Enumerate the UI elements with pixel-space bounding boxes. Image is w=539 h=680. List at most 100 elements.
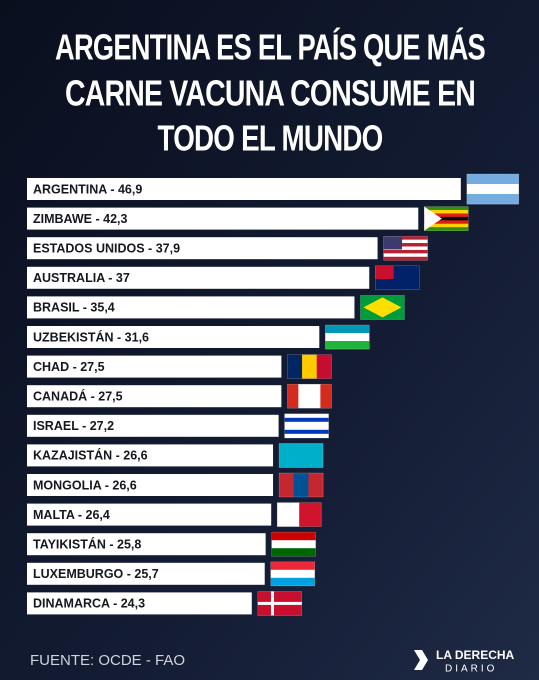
flag-part (466, 194, 519, 205)
flag-part (279, 443, 324, 468)
flag (278, 472, 324, 498)
flag-border (360, 295, 405, 320)
flag-part (383, 236, 403, 250)
flag-part (424, 227, 469, 231)
flag (325, 324, 370, 350)
flag-part (383, 253, 428, 258)
bar-label: TAYIKISTÁN - 25,8 (33, 536, 141, 551)
flag-part (325, 341, 370, 350)
bar-label: LUXEMBURGO - 25,7 (33, 567, 159, 581)
flag (287, 354, 332, 379)
bar-label: ISRAEL - 27,2 (33, 419, 114, 433)
chart-title: CARNE VACUNA CONSUME EN (65, 73, 475, 114)
flag-border (278, 472, 324, 498)
bar-label: ARGENTINA - 46,9 (33, 182, 142, 196)
bar (27, 414, 279, 437)
flag-part (284, 429, 329, 435)
bar (27, 266, 370, 289)
flag-border (325, 324, 370, 350)
flag-part (363, 297, 402, 318)
flag-part (284, 421, 329, 427)
flag-part (383, 236, 428, 240)
flag-part (424, 206, 442, 231)
flag-part (271, 532, 316, 541)
flag (466, 173, 520, 205)
bar-label: MONGOLIA - 26,6 (33, 478, 137, 492)
flag (375, 265, 420, 291)
flag-border (284, 413, 329, 439)
bar (27, 592, 252, 615)
flag (276, 502, 322, 527)
flag-part (257, 601, 302, 605)
flag-part (375, 265, 394, 279)
bar-label: BRASIL - 35,4 (33, 301, 115, 315)
bar-label: AUSTRALIA - 37 (33, 271, 130, 285)
flag-border (287, 354, 332, 379)
flag-part (466, 174, 519, 185)
flag-part (383, 256, 428, 261)
bar-label: UZBEKISTÁN - 31,6 (33, 329, 149, 344)
flag-border (278, 443, 324, 468)
flag (278, 443, 324, 468)
bar (27, 474, 274, 496)
bar-label: DINAMARCA - 24,3 (33, 597, 145, 611)
flag-part (284, 425, 329, 431)
flag-part (271, 548, 316, 557)
chart-title: ARGENTINA ES EL PAÍS QUE MÁS (55, 27, 485, 68)
flag-part (466, 184, 519, 195)
flag-part (424, 210, 469, 214)
flag-part (284, 433, 329, 439)
flag-part (383, 249, 428, 254)
flag-border (276, 502, 322, 527)
flag-part (383, 246, 428, 251)
flag-border (466, 173, 520, 205)
bar-label: CANADÁ - 27,5 (33, 388, 123, 403)
flag-part (424, 206, 469, 211)
bar (27, 326, 320, 348)
flag-part (424, 223, 469, 228)
bar (27, 385, 282, 408)
flag-border (270, 561, 315, 587)
bar (27, 355, 282, 378)
flag (270, 561, 315, 587)
flag-border (257, 591, 303, 616)
bar (27, 562, 265, 585)
flag-part (293, 473, 309, 497)
flag-border (424, 206, 469, 231)
chart-title: TODO EL MUNDO (158, 118, 383, 159)
bar-label: ZIMBAWE - 42,3 (33, 212, 128, 226)
bar (27, 207, 419, 230)
flag (257, 591, 303, 616)
flag-part (424, 213, 469, 218)
logo-text: DIARIO (445, 664, 497, 675)
flag (383, 235, 428, 261)
flag-part (309, 384, 321, 409)
flag-border (383, 235, 428, 261)
flag-part (299, 502, 322, 527)
flag-part (279, 473, 295, 497)
flag-part (270, 561, 315, 571)
flag-part (320, 384, 332, 409)
flag (360, 295, 405, 320)
flag-part (277, 502, 300, 527)
bar (27, 178, 461, 200)
flag-part (287, 354, 303, 379)
logo-text: LA DERECHA (436, 648, 515, 662)
flag-part (287, 384, 299, 409)
flag-part (284, 413, 329, 419)
bar (27, 503, 272, 526)
flag-border (375, 265, 420, 291)
flag-part (316, 354, 332, 379)
flag-part (270, 577, 315, 587)
bar-label: CHAD - 27,5 (33, 360, 105, 374)
flag-part (298, 384, 310, 409)
flag-part (302, 354, 318, 379)
flag-part (284, 417, 329, 423)
flag (271, 531, 316, 557)
bar (27, 533, 266, 556)
bar-label: ESTADOS UNIDOS - 37,9 (33, 241, 180, 255)
bar (27, 237, 378, 260)
flag-border (287, 383, 332, 409)
